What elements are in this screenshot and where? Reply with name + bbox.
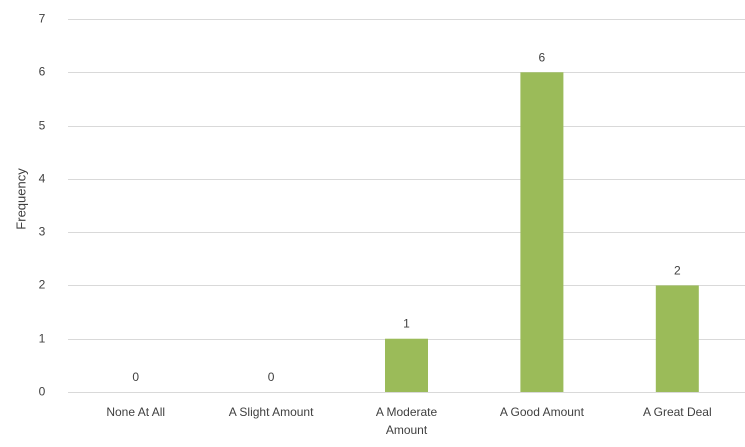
x-axis-ticks: None At All A Slight Amount A Moderate Amou… — [106, 405, 711, 437]
bar — [385, 338, 428, 392]
y-tick-label: 6 — [39, 65, 46, 79]
x-tick-label: A Good Amount — [500, 405, 585, 419]
data-label: 0 — [132, 370, 139, 384]
y-tick-label: 2 — [39, 278, 46, 292]
y-tick-label: 3 — [39, 225, 46, 239]
data-label: 6 — [539, 50, 546, 64]
y-tick-label: 7 — [39, 12, 46, 26]
bars — [385, 72, 699, 393]
x-tick-label: None At All — [106, 405, 165, 419]
x-tick-label: Amount — [386, 423, 428, 437]
x-tick-label: A Moderate — [376, 405, 438, 419]
data-label: 1 — [403, 317, 410, 331]
y-tick-label: 0 — [39, 385, 46, 399]
y-axis-title: Frequency — [13, 168, 28, 230]
y-tick-label: 1 — [39, 332, 46, 346]
y-axis-ticks: 0 1 2 3 4 5 6 7 — [39, 12, 46, 399]
x-tick-label: A Slight Amount — [229, 405, 314, 419]
bar — [655, 285, 699, 392]
data-labels: 0 0 1 6 2 — [132, 50, 681, 384]
x-tick-label: A Great Deal — [643, 405, 712, 419]
data-label: 2 — [674, 263, 681, 277]
y-tick-label: 5 — [39, 119, 46, 133]
gridlines — [68, 19, 745, 393]
data-label: 0 — [268, 370, 275, 384]
y-tick-label: 4 — [39, 172, 46, 186]
bar — [520, 72, 564, 393]
